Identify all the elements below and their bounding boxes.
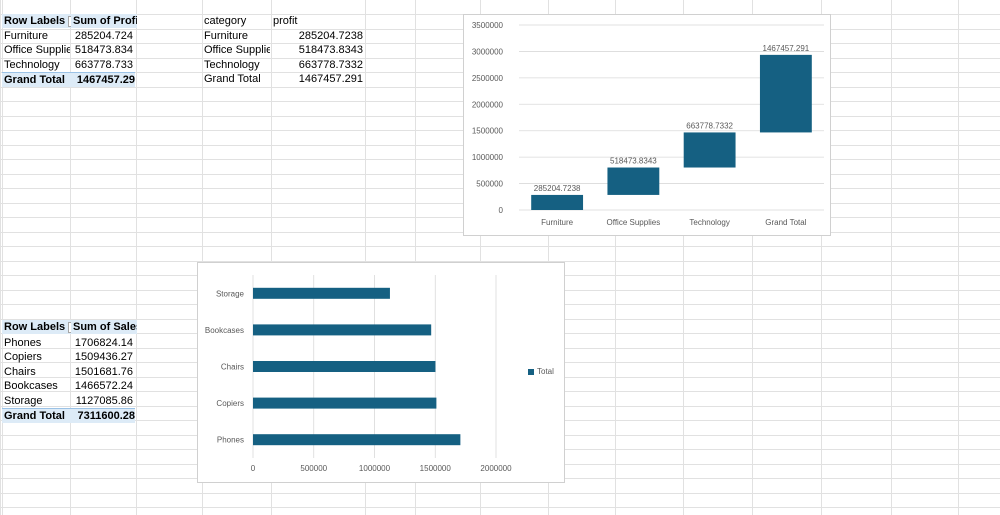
pivot-sales-grand-total-label[interactable]: Grand Total <box>2 408 71 423</box>
y-tick-label: 3000000 <box>472 47 504 56</box>
pivot-sales-row-value[interactable]: 1127085.86 <box>75 395 133 407</box>
source-profit-cell[interactable]: 285204.7238 <box>298 30 363 42</box>
source-category-cell[interactable]: Technology <box>204 59 260 71</box>
pivot-profit-value-header[interactable]: Sum of Profit <box>71 14 137 28</box>
waterfall-data-label: 285204.7238 <box>534 184 581 193</box>
y-category-label: Bookcases <box>205 326 244 335</box>
sales-bar[interactable] <box>253 287 390 299</box>
y-tick-label: 1000000 <box>472 153 504 162</box>
sales-bar-chart-plot: 0 500000 1000000 1500000 2000000 Storage Bookc… <box>205 275 512 473</box>
waterfall-chart[interactable]: 3500000 3000000 2500000 2000000 1500000 10000… <box>463 14 831 236</box>
pivot-sales-row-label[interactable]: Bookcases <box>4 380 58 392</box>
legend-swatch-icon <box>528 368 534 375</box>
legend-label: Total <box>537 367 554 376</box>
filter-applied-icon[interactable]: ▾ <box>68 321 71 333</box>
x-tick-label: 1000000 <box>359 464 391 473</box>
header-category[interactable]: category <box>204 15 247 27</box>
x-tick-label: 500000 <box>300 464 327 473</box>
sales-bar[interactable] <box>253 434 461 446</box>
pivot-profit-row-label[interactable]: Furniture <box>4 30 49 42</box>
x-tick-label: 1500000 <box>420 464 452 473</box>
y-category-label: Storage <box>216 289 245 298</box>
y-tick-label: 500000 <box>476 180 503 189</box>
y-tick-label: 1500000 <box>472 127 504 136</box>
x-tick-label: 0 <box>251 464 256 473</box>
pivot-sales-row-value[interactable]: 1706824.14 <box>74 337 133 349</box>
waterfall-data-label: 663778.7332 <box>686 121 733 130</box>
x-category-label: Furniture <box>541 218 574 227</box>
pivot-profit-row-value[interactable]: 663778.733 <box>74 59 133 71</box>
source-profit-cell[interactable]: 663778.7332 <box>298 59 363 71</box>
waterfall-bar[interactable] <box>759 54 812 133</box>
pivot-sales-row-label[interactable]: Chairs <box>4 366 36 378</box>
y-category-label: Chairs <box>221 363 244 372</box>
sales-bar[interactable] <box>253 324 432 336</box>
x-category-label: Technology <box>689 218 729 227</box>
x-category-label: Grand Total <box>765 218 806 227</box>
header-profit[interactable]: profit <box>273 15 298 27</box>
pivot-profit-row-value[interactable]: 518473.834 <box>74 44 133 56</box>
pivot-sales-row-labels-header[interactable]: Row Labels▾ <box>2 320 71 334</box>
y-tick-label: 2500000 <box>472 74 504 83</box>
pivot-profit-row-labels-header[interactable]: Row Labels▾ <box>2 14 71 28</box>
pivot-profit-grand-total-label[interactable]: Grand Total <box>2 72 71 87</box>
pivot-sales-value-header[interactable]: Sum of Sales <box>71 320 137 334</box>
pivot-sales-row-value[interactable]: 1501681.76 <box>74 366 133 378</box>
waterfall-data-label: 1467457.291 <box>763 44 810 53</box>
sales-bar[interactable] <box>253 397 437 409</box>
waterfall-bar[interactable] <box>531 194 584 210</box>
waterfall-bar[interactable] <box>607 167 660 195</box>
pivot-profit-row-value[interactable]: 285204.724 <box>74 30 133 42</box>
x-tick-label: 2000000 <box>480 464 512 473</box>
waterfall-data-label: 518473.8343 <box>610 157 657 166</box>
pivot-profit-grand-total-value[interactable]: 1467457.29 <box>71 72 135 87</box>
chart-legend[interactable]: Total <box>528 367 554 376</box>
sales-bar-chart[interactable]: 0 500000 1000000 1500000 2000000 Storage Bookc… <box>197 262 565 483</box>
y-category-label: Phones <box>217 436 244 445</box>
pivot-profit-row-label[interactable]: Technology <box>4 59 60 71</box>
source-category-cell[interactable]: Grand Total <box>204 73 261 85</box>
pivot-sales-row-value[interactable]: 1509436.27 <box>74 351 133 363</box>
sales-bar[interactable] <box>253 361 436 372</box>
y-tick-label: 0 <box>499 206 504 215</box>
pivot-sales-row-value[interactable]: 1466572.24 <box>74 380 133 392</box>
filter-dropdown-icon[interactable]: ▾ <box>68 15 71 27</box>
pivot-profit-row-label[interactable]: Office Supplies <box>4 44 70 56</box>
waterfall-bar[interactable] <box>683 132 736 168</box>
y-category-label: Copiers <box>216 399 244 408</box>
y-tick-label: 3500000 <box>472 21 504 30</box>
pivot-sales-row-label[interactable]: Copiers <box>4 351 42 363</box>
pivot-sales-grand-total-value[interactable]: 7311600.28 <box>71 408 135 423</box>
source-profit-cell[interactable]: 518473.8343 <box>298 44 363 56</box>
x-category-label: Office Supplies <box>607 218 661 227</box>
pivot-sales-row-label[interactable]: Storage <box>4 395 43 407</box>
source-profit-cell[interactable]: 1467457.291 <box>298 73 363 85</box>
y-tick-label: 2000000 <box>472 100 504 109</box>
source-category-cell[interactable]: Office Supplies <box>204 44 270 56</box>
source-category-cell[interactable]: Furniture <box>204 30 249 42</box>
waterfall-chart-plot: 3500000 3000000 2500000 2000000 1500000 10000… <box>472 21 824 227</box>
pivot-sales-row-label[interactable]: Phones <box>4 337 42 349</box>
